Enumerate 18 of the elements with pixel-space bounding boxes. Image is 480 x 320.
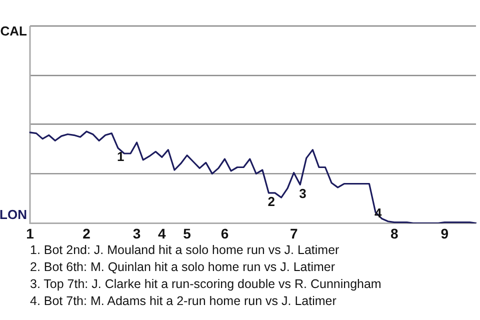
x-tick-label: 3	[132, 225, 141, 242]
text: CAL	[0, 24, 28, 39]
text: 4. Bot 7th: M. Adams hit a 2-run home run vs J. Latimer	[30, 293, 338, 310]
annotation: 1	[116, 149, 124, 164]
text: 1. Bot 2nd: J. Mouland hit a solo home run vs J. Latimer	[30, 242, 340, 259]
annotation: 3	[299, 186, 306, 201]
text: 2. Bot 6th: M. Quinlan hit a solo home run vs J. Latimer	[30, 259, 336, 276]
annotation: 2	[268, 194, 275, 210]
text: 3. Top 7th: J. Clarke hit a run-scoring double vs R. Cunningham	[30, 276, 382, 293]
x-tick-label: 6	[220, 225, 229, 242]
x-tick-label: 4	[158, 225, 166, 242]
x-tick-label: 2	[82, 225, 91, 242]
text: LON	[0, 206, 27, 222]
x-tick-label: 7	[290, 225, 298, 242]
x-tick-label: 9	[440, 225, 449, 242]
x-tick-label: 8	[390, 225, 398, 242]
x-tick-label: 5	[183, 225, 192, 242]
x-tick-label: 1	[26, 225, 34, 242]
